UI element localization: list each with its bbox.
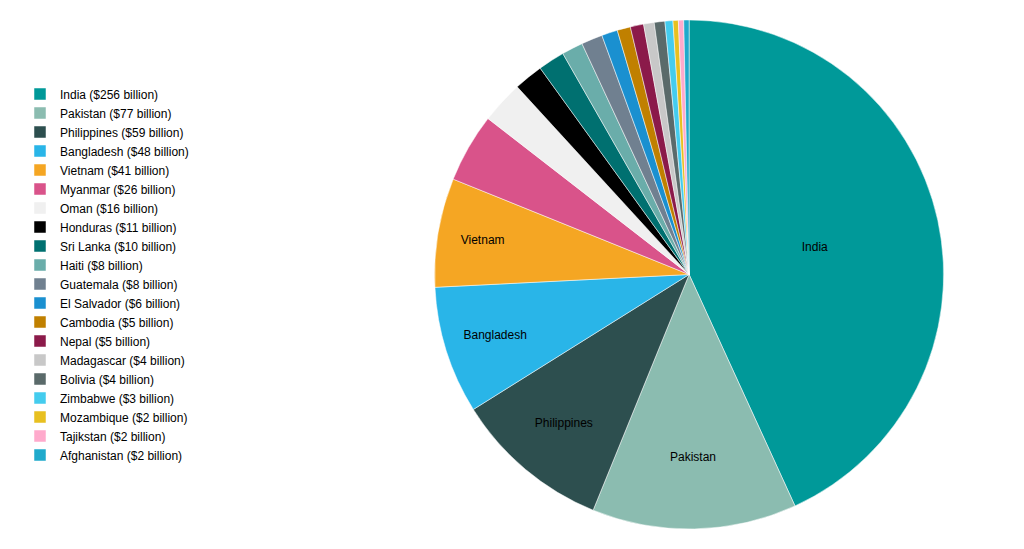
svg-text:Haiti ($8 billion): Haiti ($8 billion) [60, 259, 143, 273]
svg-text:Bangladesh ($48 billion): Bangladesh ($48 billion) [60, 145, 189, 159]
svg-text:Vietnam: Vietnam [461, 233, 505, 247]
svg-text:Zimbabwe ($3 billion): Zimbabwe ($3 billion) [60, 392, 174, 406]
svg-text:India: India [802, 240, 828, 254]
svg-text:Guatemala ($8 billion): Guatemala ($8 billion) [60, 278, 177, 292]
svg-text:Honduras ($11 billion): Honduras ($11 billion) [60, 221, 177, 235]
svg-text:Philippines: Philippines [535, 416, 593, 430]
svg-text:Nepal ($5 billion): Nepal ($5 billion) [60, 335, 150, 349]
svg-text:Oman ($16 billion): Oman ($16 billion) [60, 202, 158, 216]
svg-text:Myanmar ($26 billion): Myanmar ($26 billion) [60, 183, 175, 197]
svg-text:Mozambique ($2 billion): Mozambique ($2 billion) [60, 411, 187, 425]
svg-text:Cambodia ($5 billion): Cambodia ($5 billion) [60, 316, 173, 330]
svg-text:Bolivia ($4 billion): Bolivia ($4 billion) [60, 373, 154, 387]
svg-text:Pakistan ($77 billion): Pakistan ($77 billion) [60, 107, 171, 121]
svg-text:Bangladesh: Bangladesh [463, 328, 526, 342]
svg-text:Pakistan: Pakistan [670, 450, 716, 464]
svg-text:Madagascar ($4 billion): Madagascar ($4 billion) [60, 354, 185, 368]
svg-text:India ($256 billion): India ($256 billion) [60, 88, 158, 102]
svg-text:Vietnam ($41 billion): Vietnam ($41 billion) [60, 164, 169, 178]
svg-text:El Salvador ($6 billion): El Salvador ($6 billion) [60, 297, 180, 311]
svg-text:Afghanistan ($2 billion): Afghanistan ($2 billion) [60, 449, 182, 463]
svg-text:Tajikstan ($2 billion): Tajikstan ($2 billion) [60, 430, 165, 444]
svg-text:Philippines ($59 billion): Philippines ($59 billion) [60, 126, 183, 140]
svg-text:Sri Lanka ($10 billion): Sri Lanka ($10 billion) [60, 240, 176, 254]
